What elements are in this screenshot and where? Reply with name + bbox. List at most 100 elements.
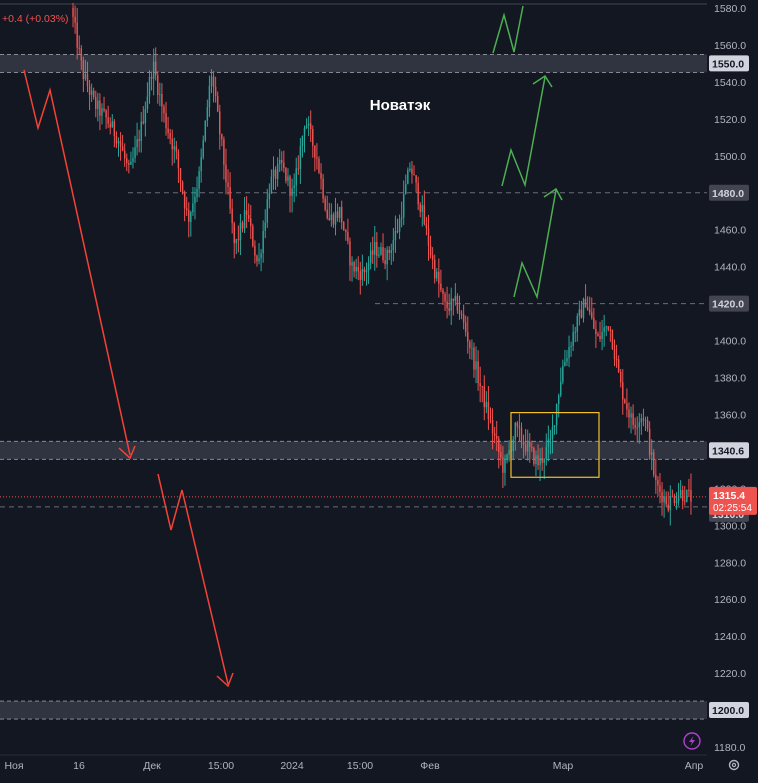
candle-body <box>655 474 657 480</box>
price-tick-label: 1400.0 <box>714 336 746 348</box>
candle-body <box>371 250 374 255</box>
candle-body <box>241 222 244 229</box>
price-tick-label: 1220.0 <box>714 668 746 680</box>
candle-body <box>553 425 556 428</box>
candle-body <box>212 76 215 87</box>
candle-body <box>161 94 163 107</box>
candle-body <box>90 90 93 95</box>
candle-body <box>301 135 304 147</box>
candle-body <box>646 419 649 429</box>
level-zone[interactable] <box>0 701 707 720</box>
consolidation-box[interactable] <box>510 412 600 478</box>
candle-body <box>92 90 95 97</box>
candle-body <box>109 123 111 128</box>
candle-body <box>245 210 248 216</box>
candle-body <box>320 172 322 179</box>
candle-body <box>653 452 655 475</box>
candle-body <box>407 170 409 185</box>
candle-body <box>675 501 678 504</box>
candle-body <box>359 271 362 280</box>
candle-body <box>591 312 593 318</box>
candle-body <box>498 438 500 453</box>
candle-body <box>626 403 628 410</box>
candle-body <box>409 168 411 171</box>
candle-body <box>597 333 599 336</box>
candle-body <box>413 174 415 176</box>
lightning-icon[interactable] <box>683 732 701 750</box>
candle-body <box>471 347 473 349</box>
up-arrow-1[interactable] <box>501 76 546 188</box>
candle-body <box>177 151 180 169</box>
candle-body <box>336 211 339 218</box>
candle-body <box>285 167 287 181</box>
price-tick-label: 1360.0 <box>714 409 746 421</box>
candle-body <box>276 164 279 179</box>
gear-icon[interactable] <box>728 759 740 771</box>
up-arrow-top[interactable] <box>492 5 524 54</box>
candle-body <box>138 139 140 142</box>
candle-body <box>504 458 506 473</box>
candle-body <box>570 345 572 347</box>
candle-body <box>121 146 124 151</box>
down-arrow-small[interactable] <box>157 473 229 685</box>
price-tick-label: 1280.0 <box>714 557 746 569</box>
drawn-arrows[interactable] <box>23 5 563 688</box>
candle-body <box>250 218 252 227</box>
candle-body <box>481 386 483 388</box>
candle-body <box>130 161 132 165</box>
candle-body <box>328 218 331 220</box>
candle-body <box>491 419 494 434</box>
candle-body <box>661 491 663 503</box>
candle-body <box>663 496 665 503</box>
candle-body <box>522 441 525 445</box>
down-arrow-large[interactable] <box>23 69 131 456</box>
candle-body <box>159 94 161 96</box>
candle-body <box>338 206 341 218</box>
level-zone[interactable] <box>0 441 707 460</box>
candle-body <box>506 454 508 459</box>
candle-body <box>384 260 386 265</box>
candle-body <box>297 168 300 170</box>
time-tick-label: 16 <box>73 760 85 772</box>
candle-body <box>115 136 118 144</box>
candle-body <box>293 185 295 189</box>
candle-body <box>508 450 510 455</box>
time-tick-label: Фев <box>420 760 440 772</box>
candle-body <box>452 298 455 301</box>
candle-body <box>103 108 105 111</box>
candle-body <box>615 358 618 360</box>
candle-body <box>134 147 136 159</box>
candle-body <box>684 500 686 502</box>
candle-body <box>440 283 442 290</box>
candle-body <box>82 60 85 79</box>
candle-body <box>469 341 471 348</box>
up-arrow-2[interactable] <box>513 189 557 300</box>
candle-body <box>252 226 254 247</box>
candle-body <box>514 422 517 440</box>
candle-body <box>274 169 277 179</box>
candle-body <box>355 266 357 272</box>
price-tick-label: 1180.0 <box>714 742 745 754</box>
price-axis-labels: 1550.01340.61200.01480.01420.01310.01315… <box>709 55 757 719</box>
candle-body <box>78 47 80 49</box>
level-zone[interactable] <box>0 54 707 73</box>
time-tick-label: 15:00 <box>208 760 234 772</box>
candle-body <box>475 361 477 370</box>
candle-body <box>299 146 302 169</box>
candle-body <box>345 230 347 233</box>
candle-body <box>421 205 424 212</box>
candle-body <box>605 326 607 328</box>
candle-body <box>256 255 258 262</box>
time-tick-label: 2024 <box>280 760 304 772</box>
candle-body <box>374 242 376 255</box>
price-axis[interactable]: 1580.0 1560.0 1540.0 1520.0 1500.0 1480.0 1460… <box>707 0 758 755</box>
candle-body <box>557 395 560 405</box>
candle-body <box>260 253 262 259</box>
candle-body <box>264 222 266 231</box>
time-axis[interactable]: Ноя 16 Дек 15:00 2024 15:00 Фев Мар Апр <box>4 760 703 772</box>
candle-body <box>609 329 612 331</box>
candle-body <box>454 295 457 301</box>
candle-body <box>450 298 452 311</box>
